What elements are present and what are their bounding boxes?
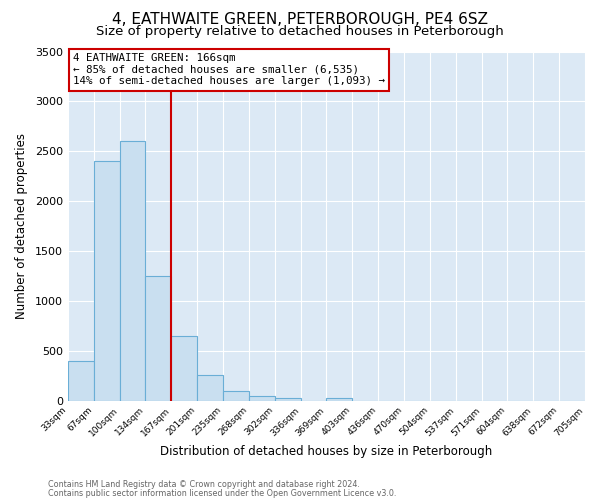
X-axis label: Distribution of detached houses by size in Peterborough: Distribution of detached houses by size …	[160, 444, 493, 458]
Bar	[197, 374, 223, 400]
Text: 4 EATHWAITE GREEN: 166sqm
← 85% of detached houses are smaller (6,535)
14% of se: 4 EATHWAITE GREEN: 166sqm ← 85% of detac…	[73, 53, 385, 86]
Text: Size of property relative to detached houses in Peterborough: Size of property relative to detached ho…	[96, 25, 504, 38]
Bar	[326, 398, 352, 400]
Bar	[94, 161, 119, 400]
Text: Contains public sector information licensed under the Open Government Licence v3: Contains public sector information licen…	[48, 488, 397, 498]
Text: 4, EATHWAITE GREEN, PETERBOROUGH, PE4 6SZ: 4, EATHWAITE GREEN, PETERBOROUGH, PE4 6S…	[112, 12, 488, 28]
Bar	[145, 276, 172, 400]
Bar	[275, 398, 301, 400]
Text: Contains HM Land Registry data © Crown copyright and database right 2024.: Contains HM Land Registry data © Crown c…	[48, 480, 360, 489]
Bar	[172, 336, 197, 400]
Bar	[68, 360, 94, 401]
Y-axis label: Number of detached properties: Number of detached properties	[15, 133, 28, 319]
Bar	[249, 396, 275, 400]
Bar	[119, 142, 145, 400]
Bar	[223, 390, 249, 400]
